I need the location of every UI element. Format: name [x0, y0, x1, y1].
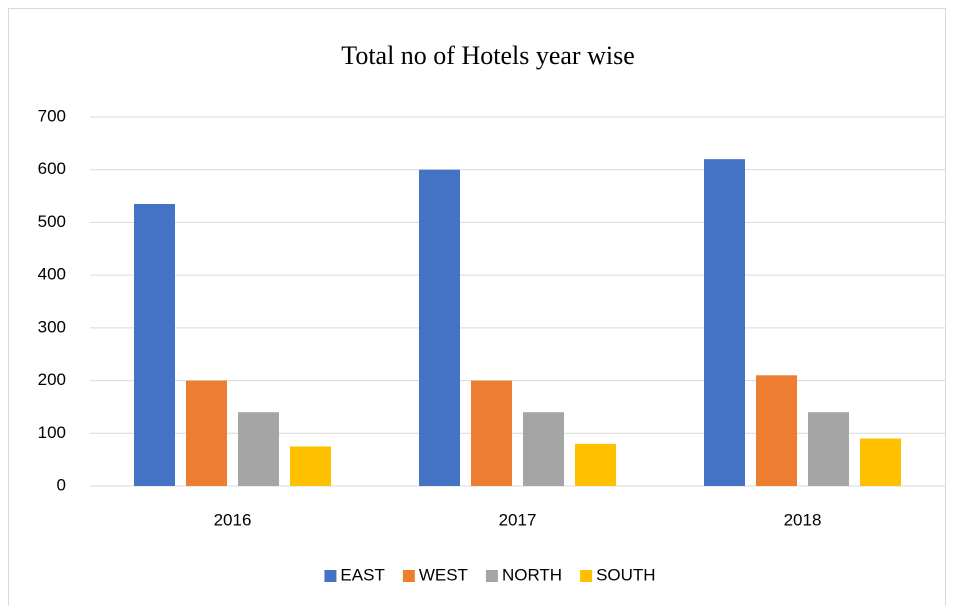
y-tick-label: 0 [57, 475, 66, 494]
legend-label: WEST [419, 565, 468, 584]
y-tick-label: 100 [38, 423, 66, 442]
bar [523, 412, 564, 486]
legend-label: NORTH [502, 565, 562, 584]
x-tick-label: 2016 [214, 510, 252, 529]
bar [756, 375, 797, 486]
legend-swatch [580, 570, 593, 582]
bar [575, 443, 616, 486]
legend-swatch [324, 570, 337, 582]
bar [471, 380, 512, 486]
y-tick-label: 300 [38, 317, 66, 336]
bar [134, 203, 175, 486]
bar [238, 412, 279, 486]
bar [186, 380, 227, 486]
legend-swatch [402, 570, 415, 582]
x-tick-label: 2018 [784, 510, 822, 529]
y-tick-label: 400 [38, 265, 66, 284]
legend-label: EAST [340, 565, 384, 584]
x-tick-label: 2017 [499, 510, 537, 529]
bar [704, 159, 745, 486]
bar [808, 412, 849, 486]
legend-label: SOUTH [596, 565, 656, 584]
y-tick-label: 600 [38, 159, 66, 178]
legend-swatch [485, 570, 498, 582]
y-tick-label: 700 [38, 106, 66, 125]
bar [419, 169, 460, 486]
y-tick-label: 500 [38, 212, 66, 231]
bar [290, 446, 331, 486]
y-tick-label: 200 [38, 370, 66, 389]
chart-title: Total no of Hotels year wise [341, 41, 635, 70]
bar [860, 438, 901, 486]
